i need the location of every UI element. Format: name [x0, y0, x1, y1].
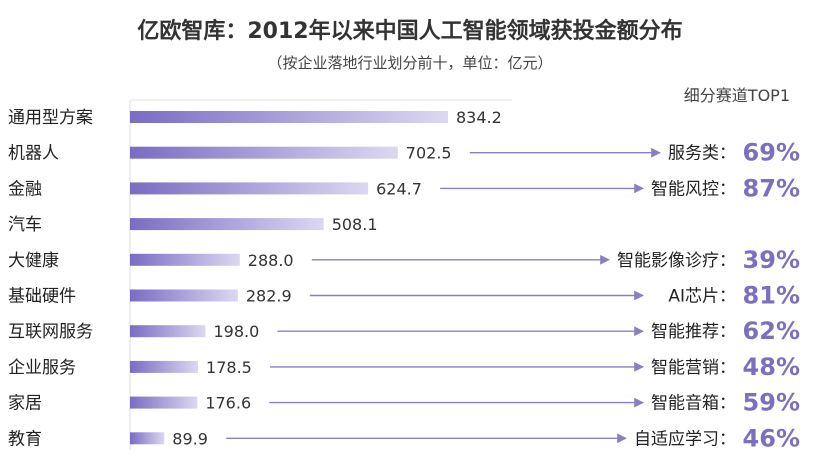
- value-label: 176.6: [205, 394, 251, 413]
- bar: [130, 253, 240, 266]
- category-label: 金融: [8, 179, 42, 199]
- value-label: 288.0: [248, 251, 294, 270]
- top1-segment-label: 服务类：: [668, 144, 736, 164]
- category-label: 互联网服务: [8, 322, 93, 342]
- top1-percentage: 59%: [743, 389, 800, 417]
- bar: [130, 289, 238, 302]
- value-label: 834.2: [456, 108, 502, 127]
- value-label: 198.0: [213, 322, 259, 341]
- top1-segment-label: 智能影像诊疗：: [617, 251, 736, 271]
- bar: [130, 182, 369, 195]
- category-label: 企业服务: [8, 358, 76, 378]
- value-label: 89.9: [172, 429, 208, 448]
- chart-title: 亿欧智库：2012年以来中国人工智能领域获投金额分布: [137, 18, 682, 44]
- top1-segment-label: 自适应学习：: [634, 429, 736, 449]
- top1-percentage: 87%: [743, 174, 800, 202]
- chart-rows: 通用型方案 834.2 机器人 702.5 69% 服务类： 金融 624.7 87% 智能风控：…: [8, 108, 800, 452]
- bar: [130, 360, 199, 373]
- category-label: 大健康: [8, 251, 59, 271]
- top1-percentage: 46%: [743, 424, 800, 452]
- category-label: 汽车: [8, 215, 42, 235]
- bar: [130, 111, 448, 123]
- value-label: 624.7: [376, 179, 422, 198]
- category-label: 教育: [8, 429, 42, 449]
- bar: [130, 325, 206, 338]
- value-label: 508.1: [332, 215, 378, 234]
- bar: [130, 146, 398, 159]
- value-label: 702.5: [406, 144, 452, 163]
- value-label: 178.5: [206, 358, 252, 377]
- top1-segment-label: 智能风控：: [651, 179, 736, 199]
- category-label: 机器人: [8, 144, 59, 164]
- top1-column-header: 细分赛道TOP1: [684, 86, 790, 105]
- top1-segment-label: 智能推荐：: [651, 322, 736, 342]
- top1-percentage: 69%: [743, 139, 800, 167]
- top1-segment-label: 智能营销：: [651, 358, 736, 378]
- top1-percentage: 48%: [743, 353, 800, 381]
- chart-subtitle: （按企业落地行业划分前十，单位：亿元）: [267, 54, 552, 72]
- category-label: 家居: [8, 394, 42, 414]
- top1-segment-label: 智能音箱：: [651, 394, 736, 414]
- top1-percentage: 81%: [743, 282, 800, 310]
- top1-percentage: 39%: [743, 246, 800, 274]
- top1-segment-label: AI芯片：: [668, 287, 736, 307]
- category-label: 通用型方案: [8, 108, 93, 128]
- bar: [130, 432, 165, 445]
- bar: [130, 396, 198, 409]
- value-label: 282.9: [246, 287, 292, 306]
- top1-percentage: 62%: [743, 317, 800, 345]
- bar: [130, 218, 324, 231]
- category-label: 基础硬件: [8, 287, 76, 307]
